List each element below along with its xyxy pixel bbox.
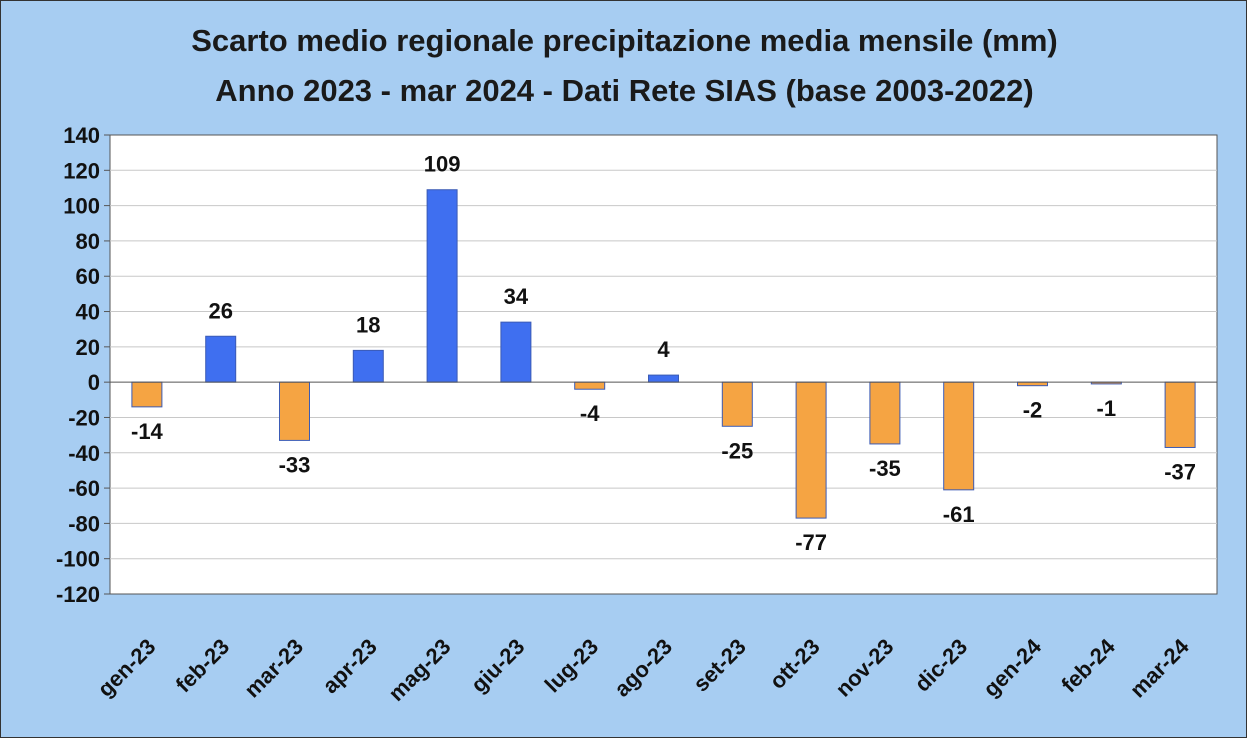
data-label-gen-24: -2: [1023, 398, 1043, 423]
bar-set-23: [721, 381, 753, 427]
chart-title-line2: Anno 2023 - mar 2024 - Dati Rete SIAS (b…: [215, 73, 1034, 108]
x-tick-label-giu-23: giu-23: [466, 634, 529, 697]
bar-mar-24: [1164, 381, 1196, 448]
y-tick-label: -20: [68, 405, 100, 430]
data-label-giu-23: 34: [504, 284, 529, 309]
data-label-feb-23: 26: [208, 298, 232, 323]
data-label-apr-23: 18: [356, 312, 380, 337]
x-tick-label-mar-23: mar-23: [239, 634, 308, 703]
y-tick-label: 100: [63, 194, 100, 219]
data-label-lug-23: -4: [580, 401, 600, 426]
x-tick-label-ago-23: ago-23: [609, 634, 677, 702]
y-tick-label: 120: [63, 158, 100, 183]
y-tick-label: 0: [88, 370, 100, 395]
bar-nov-23: [869, 381, 901, 445]
y-tick-label: 60: [76, 264, 100, 289]
data-label-mag-23: 109: [424, 152, 461, 177]
bars: [131, 189, 1196, 519]
data-label-mar-23: -33: [279, 452, 311, 477]
y-tick-label: 140: [63, 123, 100, 148]
x-tick-label-feb-24: feb-24: [1056, 633, 1120, 697]
y-tick-label: -100: [56, 547, 100, 572]
data-label-gen-23: -14: [131, 419, 164, 444]
data-label-feb-24: -1: [1097, 396, 1117, 421]
x-tick-label-set-23: set-23: [688, 634, 751, 697]
data-label-set-23: -25: [721, 438, 753, 463]
chart-title-line1: Scarto medio regionale precipitazione me…: [191, 23, 1058, 58]
data-label-nov-23: -35: [869, 456, 901, 481]
plot-area: [109, 134, 1218, 595]
bar-mag-23: [426, 189, 458, 383]
x-tick-label-ott-23: ott-23: [765, 634, 825, 694]
y-tick-label: -80: [68, 511, 100, 536]
x-tick-label-gen-23: gen-23: [93, 634, 161, 702]
data-label-dic-23: -61: [943, 502, 975, 527]
data-label-ott-23: -77: [795, 530, 827, 555]
y-tick-label: 20: [76, 335, 100, 360]
data-label-ago-23: 4: [657, 337, 670, 362]
x-tick-label-apr-23: apr-23: [317, 634, 381, 698]
y-tick-label: -120: [56, 582, 100, 607]
y-axis-ticks: 140 120 100 80 60 40 20 0 -20 -40 -60 -80 -100 -120: [56, 123, 110, 607]
bar-ago-23: [648, 374, 679, 383]
bar-ott-23: [795, 381, 827, 519]
x-tick-label-nov-23: nov-23: [831, 634, 899, 702]
bar-gen-23: [131, 381, 163, 408]
x-tick-label-gen-24: gen-24: [978, 633, 1046, 701]
x-tick-label-mar-24: mar-24: [1125, 633, 1194, 702]
x-tick-label-feb-23: feb-23: [171, 634, 234, 697]
y-tick-label: 40: [76, 300, 100, 325]
bar-lug-23: [574, 381, 606, 390]
bar-gen-24: [1017, 381, 1048, 387]
x-axis-labels: gen-23 feb-23 mar-23 apr-23 mag-23 giu-23 lug-…: [93, 633, 1195, 706]
y-tick-label: -40: [68, 441, 100, 466]
y-tick-label: 80: [76, 229, 100, 254]
bar-giu-23: [500, 321, 532, 383]
x-tick-label-mag-23: mag-23: [383, 634, 455, 706]
bar-dic-23: [943, 381, 975, 491]
y-tick-label: -60: [68, 476, 100, 501]
bar-feb-23: [205, 335, 237, 383]
data-label-mar-24: -37: [1164, 459, 1196, 484]
data-labels: -14 26 -33 18 109 34 -4 4 -25 -77 -35 -61 -2 -1 -37: [131, 152, 1196, 555]
bar-mar-23: [279, 381, 310, 441]
bar-apr-23: [352, 349, 384, 383]
x-tick-label-dic-23: dic-23: [910, 634, 973, 697]
x-tick-label-lug-23: lug-23: [540, 634, 603, 697]
